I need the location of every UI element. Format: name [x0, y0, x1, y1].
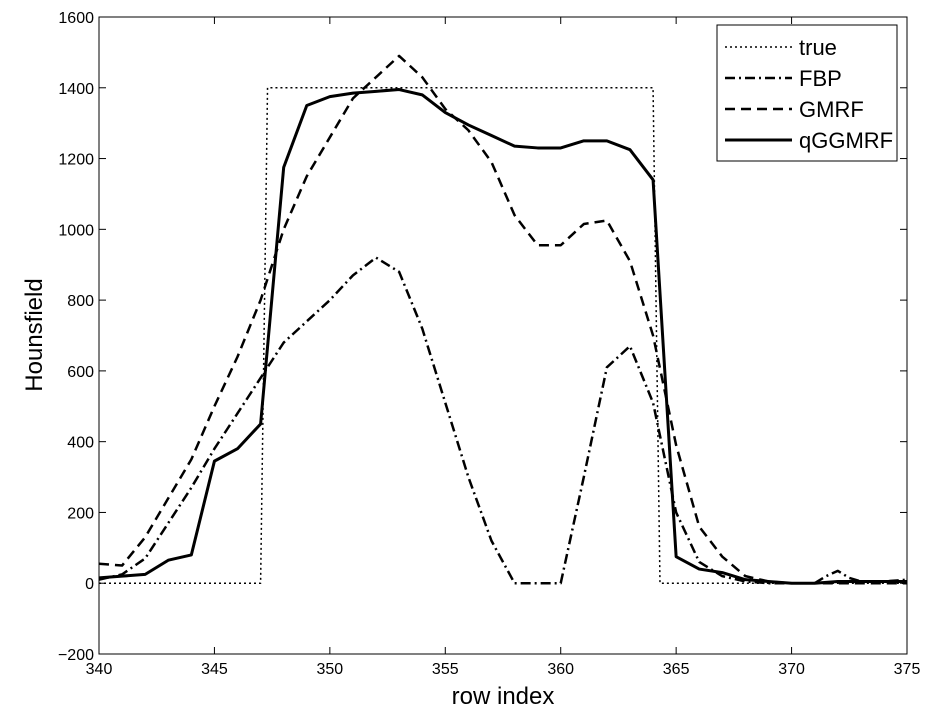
- series-line-fbp: [98, 256, 908, 585]
- y-tick-label: 0: [85, 576, 94, 593]
- x-tick-label: 355: [432, 661, 459, 678]
- x-tick-label: 370: [778, 661, 805, 678]
- legend-label-qggmrf: qGGMRF: [799, 128, 893, 153]
- y-tick-label: 1000: [58, 222, 94, 239]
- axis-ticks: 340 345 350 355 360 365 370 375 −200 0 200 400 600 80…: [58, 10, 920, 678]
- y-tick-label: 1200: [58, 152, 94, 169]
- y-tick-label: 200: [67, 505, 94, 522]
- x-tick-label: 340: [86, 661, 113, 678]
- y-axis-title: Hounsfield: [21, 278, 48, 391]
- x-tick-label: 360: [547, 661, 574, 678]
- x-tick-label: 350: [317, 661, 344, 678]
- y-tick-label: 800: [67, 293, 94, 310]
- y-tick-label: −200: [58, 647, 94, 664]
- legend-label-fbp: FBP: [799, 66, 842, 91]
- x-tick-label: 345: [201, 661, 228, 678]
- x-axis-title: row index: [452, 683, 555, 710]
- legend: true FBP GMRF qGGMRF: [716, 24, 898, 162]
- x-tick-label: 375: [894, 661, 921, 678]
- series-layer: [98, 54, 908, 585]
- y-tick-label: 1400: [58, 81, 94, 98]
- y-tick-label: 1600: [58, 10, 94, 27]
- legend-label-gmrf: GMRF: [799, 97, 864, 122]
- legend-label-true: true: [799, 35, 837, 60]
- y-tick-label: 400: [67, 435, 94, 452]
- series-line-qggmrf: [98, 88, 907, 585]
- x-tick-label: 365: [663, 661, 690, 678]
- legend-box: [716, 24, 898, 162]
- y-tick-label: 600: [67, 364, 94, 381]
